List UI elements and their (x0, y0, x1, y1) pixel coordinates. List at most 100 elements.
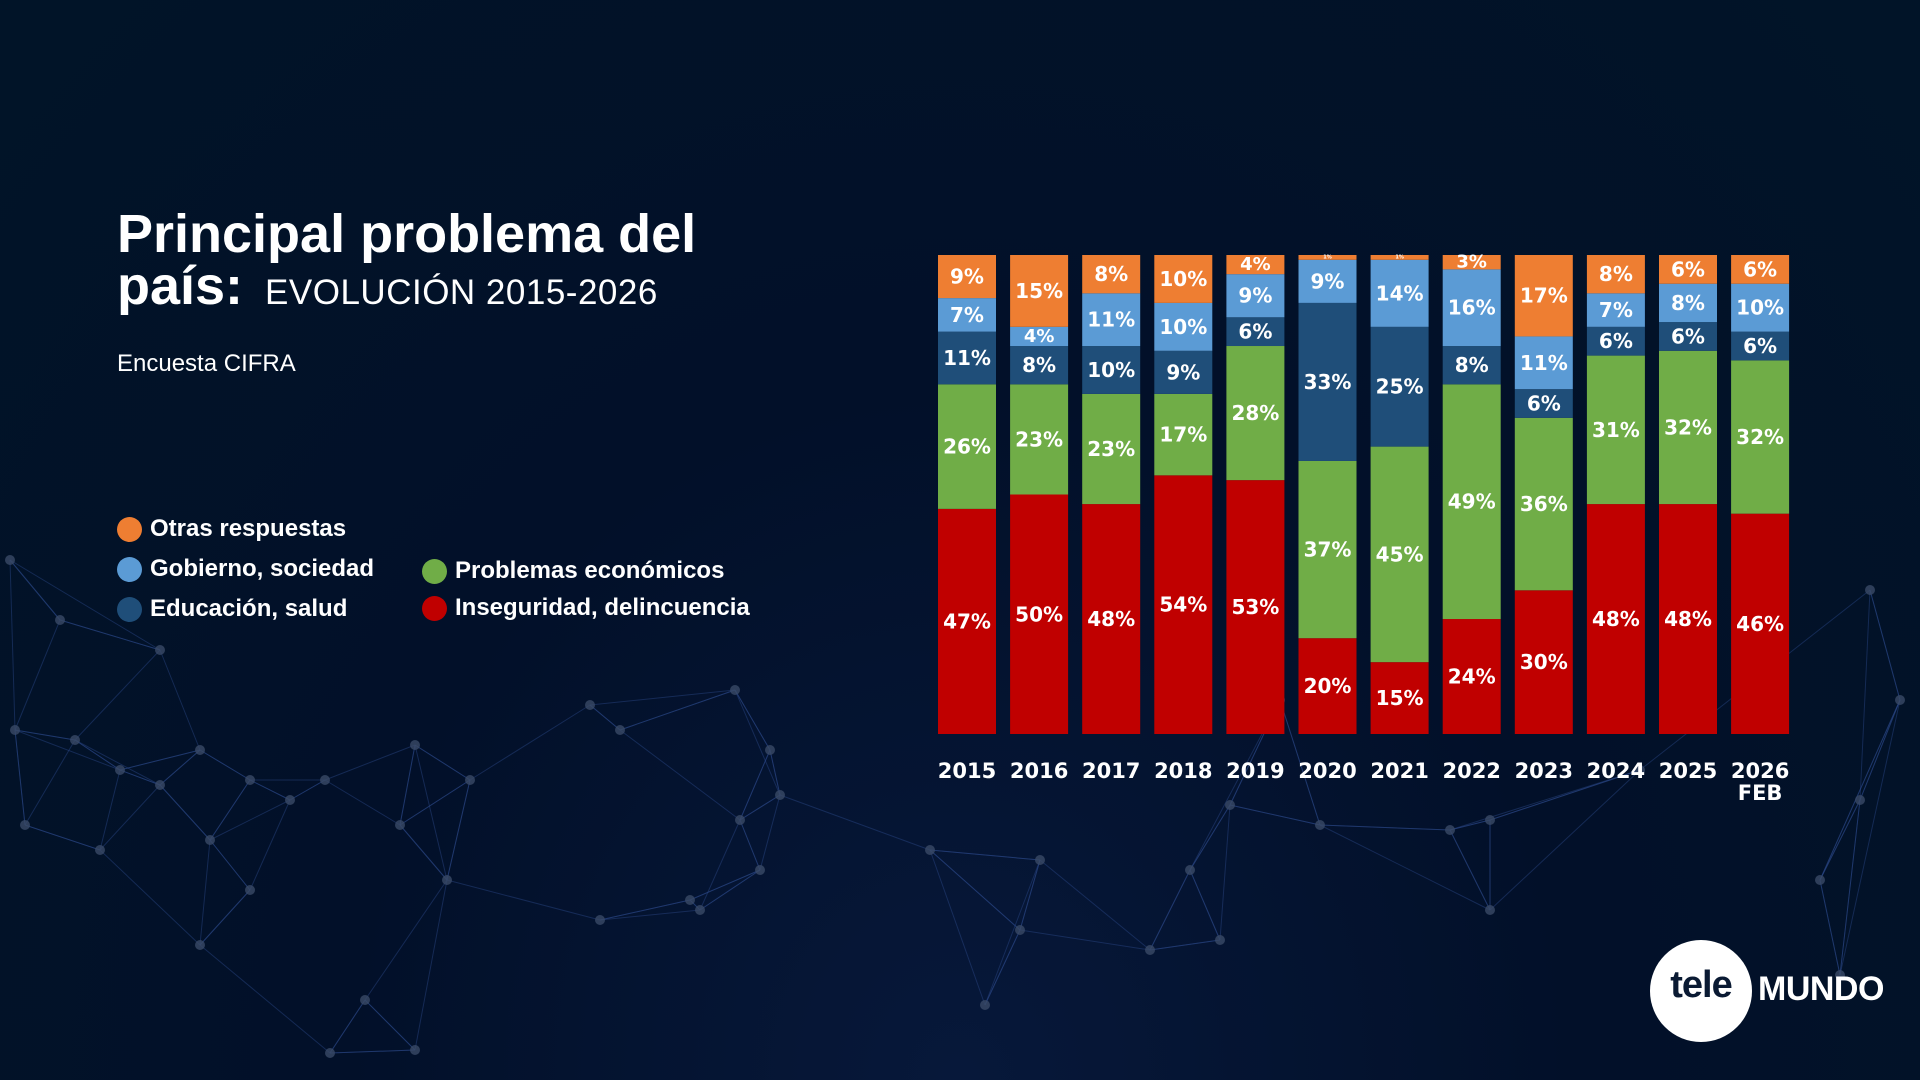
network-line (24, 824, 101, 851)
network-node (95, 845, 105, 855)
network-line (739, 749, 771, 821)
network-line (1019, 929, 1151, 951)
bar-value-label: 15% (1376, 686, 1424, 710)
network-line (209, 799, 291, 841)
logo-circle (1650, 940, 1752, 1042)
legend-swatch-economicos (422, 558, 447, 584)
network-node (775, 790, 785, 800)
network-line (1819, 879, 1841, 976)
bar-value-label: 28% (1231, 401, 1279, 425)
network-line (199, 889, 251, 946)
x-tick-label: 2020 (1298, 759, 1356, 783)
network-node (55, 615, 65, 625)
x-tick-label: 2023 (1515, 759, 1573, 783)
x-tick-label: 2026 (1731, 759, 1789, 783)
network-node (245, 775, 255, 785)
network-line (119, 769, 161, 786)
network-line (1819, 799, 1861, 881)
network-line (99, 769, 121, 851)
network-node (1485, 815, 1495, 825)
bar-segment-2022-1 (1442, 384, 1501, 620)
legend-label: Inseguridad, delincuencia (455, 594, 750, 621)
network-line (589, 704, 621, 731)
network-line (289, 779, 326, 801)
legend-swatch-gobierno (117, 556, 142, 582)
bar-segment-2024-3 (1586, 293, 1645, 327)
network-line (289, 779, 326, 801)
bar-segment-2016-3 (1010, 326, 1069, 347)
bar-value-label: 23% (1087, 437, 1135, 461)
telemundo-logo: tele MUNDO (1650, 940, 1920, 1045)
bar-segment-2018-4 (1154, 255, 1213, 303)
bar-value-label: 10% (1159, 267, 1207, 291)
bar-segment-2025-2 (1659, 322, 1717, 351)
network-line (734, 689, 771, 751)
network-line (446, 779, 471, 881)
network-line (1489, 769, 1641, 821)
network-line (414, 744, 448, 881)
bar-value-label: 50% (1015, 602, 1063, 626)
x-tick-label: 2022 (1442, 759, 1500, 783)
bar-segment-2020-2 (1298, 302, 1357, 461)
network-node (1835, 970, 1845, 980)
network-line (414, 879, 448, 1051)
network-line (1039, 859, 1151, 951)
network-node (155, 645, 165, 655)
bar-segment-2023-2 (1514, 389, 1573, 418)
bar-value-label: 26% (943, 435, 991, 459)
network-node (245, 885, 255, 895)
network-line (984, 859, 1041, 1006)
network-line (249, 779, 291, 801)
bar-value-label: 9% (1311, 269, 1345, 293)
legend-swatch-educacion (117, 596, 142, 622)
network-line (1279, 699, 1321, 826)
bar-value-label: 8% (1094, 262, 1128, 286)
bar-value-label: 11% (1520, 351, 1568, 375)
bar-segment-2024-1 (1586, 355, 1645, 505)
legend-item-otras: Otras respuestas (117, 515, 346, 543)
network-line (99, 784, 161, 851)
network-line (364, 999, 416, 1051)
network-node (285, 795, 295, 805)
network-line (689, 869, 761, 901)
legend-item-inseguridad: Inseguridad, delincuencia (422, 594, 750, 622)
network-line (159, 784, 211, 841)
network-line (199, 749, 251, 781)
network-line (469, 704, 591, 781)
bar-value-label: 4% (1240, 254, 1271, 275)
bar-value-label: 6% (1743, 334, 1777, 358)
chart-title: Principal problema del (117, 204, 697, 264)
network-node (115, 765, 125, 775)
bar-value-label: 7% (950, 303, 984, 327)
network-node (5, 555, 15, 565)
network-node (615, 725, 625, 735)
network-line (399, 779, 471, 826)
bar-value-label: 53% (1231, 595, 1279, 619)
x-tick-label: 2021 (1370, 759, 1428, 783)
network-line (324, 744, 416, 781)
network-node (1035, 855, 1045, 865)
bar-value-label: 36% (1520, 492, 1568, 516)
network-node (980, 1000, 990, 1010)
logo-text-tele: tele (1670, 964, 1732, 1006)
network-line (739, 819, 761, 871)
network-line (1869, 589, 1901, 701)
network-line (699, 819, 741, 911)
bar-segment-2020-0 (1298, 638, 1357, 734)
network-node (755, 865, 765, 875)
bar-segment-2025-1 (1659, 350, 1717, 505)
x-tick-label: 2017 (1082, 759, 1140, 783)
network-node (1895, 695, 1905, 705)
bar-segment-2021-1 (1370, 446, 1429, 663)
bar-segment-2026-4 (1731, 255, 1790, 284)
bar-value-label: 17% (1520, 284, 1568, 308)
bar-value-label: 48% (1592, 607, 1640, 631)
network-line (589, 689, 736, 706)
network-line (209, 779, 251, 841)
network-line (446, 879, 601, 921)
network-node (465, 775, 475, 785)
bar-value-label: 20% (1304, 674, 1352, 698)
network-node (595, 915, 605, 925)
network-line (589, 704, 621, 731)
bar-value-label: 48% (1664, 607, 1712, 631)
